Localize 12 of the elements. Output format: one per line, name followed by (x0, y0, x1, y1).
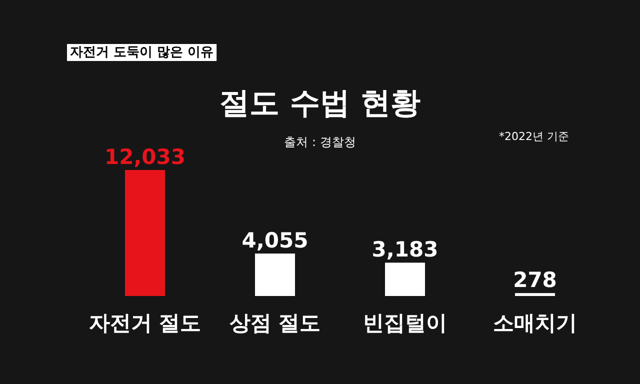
annotation: 자전거 도둑이 많은 이유 (67, 44, 217, 61)
value-label: 12,033 (104, 145, 186, 169)
category-label: 자전거 절도 (88, 311, 202, 335)
value-label: 3,183 (372, 238, 438, 262)
category-label: 빈집털이 (363, 311, 447, 335)
value-label: 4,055 (242, 228, 308, 253)
value-label: 278 (513, 268, 557, 292)
subtitle: 출처 : 경찰청 (284, 135, 356, 149)
title: 절도 수법 현황 (220, 86, 420, 121)
category-label: 소매치기 (493, 311, 577, 335)
category-label: 상점 절도 (229, 311, 321, 335)
annotation: *2022년 기준 (499, 130, 569, 143)
